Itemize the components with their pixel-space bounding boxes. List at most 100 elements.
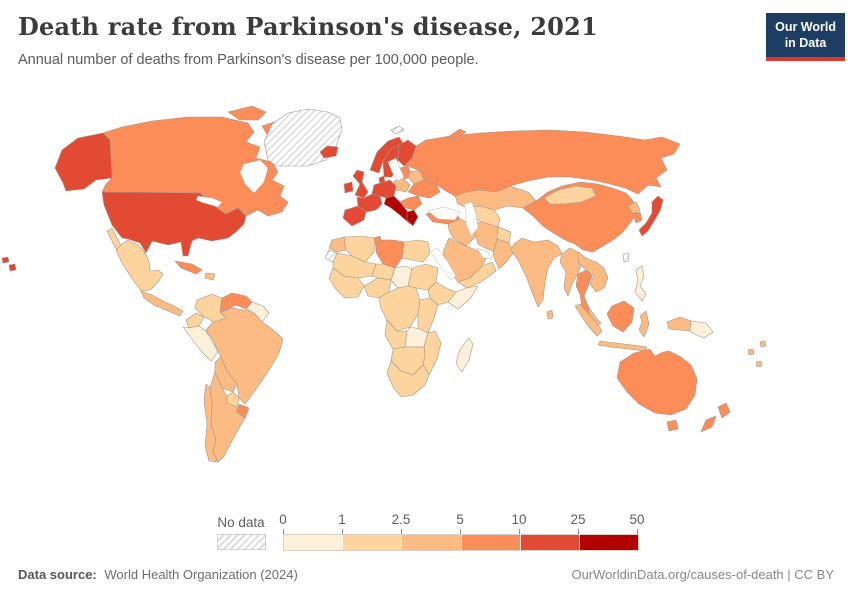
- country-algeria[interactable]: [343, 235, 377, 263]
- country-madagascar[interactable]: [455, 337, 474, 373]
- country-spain-portugal[interactable]: [342, 205, 367, 227]
- legend-tick-label: 10: [511, 512, 527, 527]
- world-choropleth-map[interactable]: [0, 95, 850, 513]
- country-taiwan[interactable]: [622, 252, 630, 263]
- country-indonesia-java[interactable]: [597, 340, 648, 352]
- country-pacific-islands[interactable]: [747, 348, 755, 356]
- legend-color-bar: [283, 534, 639, 551]
- legend-tick-label: 50: [629, 512, 645, 527]
- footer-license-link[interactable]: OurWorldinData.org/causes-of-death | CC …: [571, 567, 834, 582]
- map-legend: No data 0 1 2.5 5 10 25 50: [0, 510, 850, 555]
- legend-bin-swatch-1-2.5[interactable]: [342, 535, 402, 550]
- legend-tick-mark: [401, 529, 402, 534]
- owid-logo-line1: Our World: [775, 20, 836, 34]
- country-russia[interactable]: [403, 129, 681, 197]
- country-ecuador[interactable]: [185, 312, 205, 329]
- country-south-korea[interactable]: [632, 211, 643, 224]
- legend-tick-mark: [519, 529, 520, 534]
- country-pakistan[interactable]: [492, 238, 515, 270]
- legend-tick-label: 25: [570, 512, 586, 527]
- country-bolivia[interactable]: [214, 356, 238, 393]
- country-united-states[interactable]: [101, 191, 247, 257]
- country-pacific-islands-3[interactable]: [759, 340, 767, 348]
- black-sea: [427, 206, 461, 221]
- country-guyanas[interactable]: [245, 301, 270, 323]
- legend-bin-swatch-10-25[interactable]: [519, 535, 579, 550]
- country-chile[interactable]: [203, 383, 219, 463]
- country-colombia[interactable]: [194, 293, 227, 323]
- legend-tick-mark: [460, 529, 461, 534]
- country-mongolia[interactable]: [543, 185, 597, 205]
- country-united-states-alaska[interactable]: [54, 132, 113, 192]
- country-east-africa[interactable]: [417, 297, 439, 334]
- country-finland[interactable]: [397, 139, 417, 167]
- country-australia-tasmania[interactable]: [666, 419, 679, 432]
- legend-tick-label: 5: [456, 512, 464, 527]
- country-myanmar[interactable]: [559, 247, 583, 297]
- country-united-states-hawaii-2[interactable]: [8, 263, 17, 272]
- country-poland[interactable]: [393, 178, 411, 193]
- country-yemen-oman[interactable]: [457, 261, 497, 289]
- country-papua-new-guinea[interactable]: [689, 320, 714, 339]
- country-west-africa[interactable]: [328, 267, 365, 299]
- legend-tick-mark: [637, 529, 638, 534]
- country-somalia[interactable]: [447, 285, 479, 310]
- country-australia[interactable]: [616, 348, 698, 416]
- country-pacific-islands-2[interactable]: [755, 360, 763, 368]
- legend-bin-swatch-25-50[interactable]: [578, 535, 639, 550]
- country-united-states-hawaii[interactable]: [1, 256, 10, 264]
- country-united-kingdom[interactable]: [352, 169, 369, 199]
- owid-logo[interactable]: Our World in Data: [766, 13, 845, 61]
- legend-tick-label: 2.5: [391, 512, 411, 527]
- country-philippines[interactable]: [634, 265, 647, 302]
- country-borneo[interactable]: [606, 300, 635, 333]
- legend-bin-swatch-0-1[interactable]: [284, 535, 343, 550]
- country-indonesia-sulawesi[interactable]: [638, 310, 650, 338]
- hudson-bay: [239, 159, 269, 194]
- baltic-sea: [387, 157, 405, 182]
- country-egypt[interactable]: [401, 239, 431, 263]
- country-cuba[interactable]: [174, 260, 203, 275]
- country-new-zealand-north[interactable]: [717, 402, 731, 419]
- country-svalbard[interactable]: [390, 125, 405, 135]
- country-vietnam-laos-cambodia[interactable]: [577, 251, 609, 293]
- country-ireland[interactable]: [343, 181, 354, 194]
- caspian-sea: [463, 201, 479, 237]
- legend-tick-mark: [578, 529, 579, 534]
- country-mexico[interactable]: [115, 239, 164, 292]
- footer-source-label: Data source:: [18, 567, 97, 582]
- country-sri-lanka[interactable]: [546, 309, 554, 320]
- country-canada-arctic-islands[interactable]: [227, 105, 267, 121]
- legend-no-data-label: No data: [217, 515, 265, 530]
- legend-no-data-swatch[interactable]: [217, 534, 266, 550]
- country-north-korea[interactable]: [627, 201, 641, 215]
- country-greenland[interactable]: [263, 108, 343, 167]
- footer-source: Data source: World Health Organization (…: [18, 567, 298, 582]
- legend-bin-swatch-2.5-5[interactable]: [401, 535, 461, 550]
- footer-source-value: World Health Organization (2024): [104, 567, 298, 582]
- country-ukraine[interactable]: [407, 179, 441, 199]
- great-lakes: [195, 195, 223, 208]
- country-hispaniola[interactable]: [204, 272, 216, 281]
- legend-bin-swatch-5-10[interactable]: [460, 535, 520, 550]
- country-india[interactable]: [510, 237, 563, 308]
- chart-subtitle: Annual number of deaths from Parkinson's…: [18, 52, 479, 68]
- country-peru[interactable]: [182, 325, 219, 362]
- country-balkans[interactable]: [399, 195, 423, 211]
- chart-title: Death rate from Parkinson's disease, 202…: [18, 12, 598, 41]
- country-uruguay[interactable]: [236, 403, 250, 419]
- country-south-africa[interactable]: [386, 360, 430, 398]
- country-japan[interactable]: [638, 195, 664, 237]
- country-central-america[interactable]: [140, 290, 184, 317]
- country-new-zealand-south[interactable]: [700, 415, 717, 433]
- country-indonesia-sumatra[interactable]: [574, 303, 603, 337]
- legend-tick-label: 0: [279, 512, 287, 527]
- country-russia-novaya-zemlya[interactable]: [447, 128, 467, 141]
- country-greece[interactable]: [406, 209, 419, 227]
- country-iceland[interactable]: [319, 145, 339, 159]
- country-germany[interactable]: [371, 179, 397, 199]
- owid-logo-line2: in Data: [784, 36, 827, 50]
- country-indonesia-west-papua[interactable]: [666, 316, 692, 332]
- legend-tick-mark: [342, 529, 343, 534]
